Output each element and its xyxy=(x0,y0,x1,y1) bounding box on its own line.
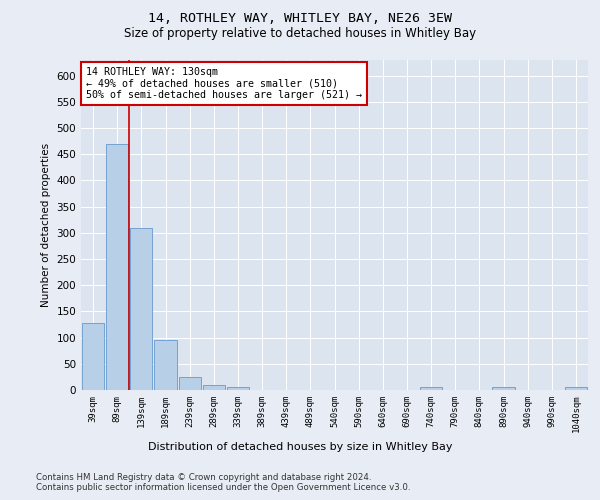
Bar xyxy=(227,388,249,390)
Y-axis label: Number of detached properties: Number of detached properties xyxy=(41,143,51,307)
Bar xyxy=(154,340,176,390)
Bar xyxy=(493,388,515,390)
Text: Contains HM Land Registry data © Crown copyright and database right 2024.: Contains HM Land Registry data © Crown c… xyxy=(36,472,371,482)
Text: Contains public sector information licensed under the Open Government Licence v3: Contains public sector information licen… xyxy=(36,484,410,492)
Bar xyxy=(106,144,128,390)
Text: Distribution of detached houses by size in Whitley Bay: Distribution of detached houses by size … xyxy=(148,442,452,452)
Text: 14, ROTHLEY WAY, WHITLEY BAY, NE26 3EW: 14, ROTHLEY WAY, WHITLEY BAY, NE26 3EW xyxy=(148,12,452,26)
Bar xyxy=(130,228,152,390)
Text: 14 ROTHLEY WAY: 130sqm
← 49% of detached houses are smaller (510)
50% of semi-de: 14 ROTHLEY WAY: 130sqm ← 49% of detached… xyxy=(86,66,362,100)
Bar xyxy=(203,385,225,390)
Bar xyxy=(420,388,442,390)
Bar xyxy=(565,388,587,390)
Bar xyxy=(179,377,201,390)
Bar xyxy=(82,323,104,390)
Text: Size of property relative to detached houses in Whitley Bay: Size of property relative to detached ho… xyxy=(124,28,476,40)
